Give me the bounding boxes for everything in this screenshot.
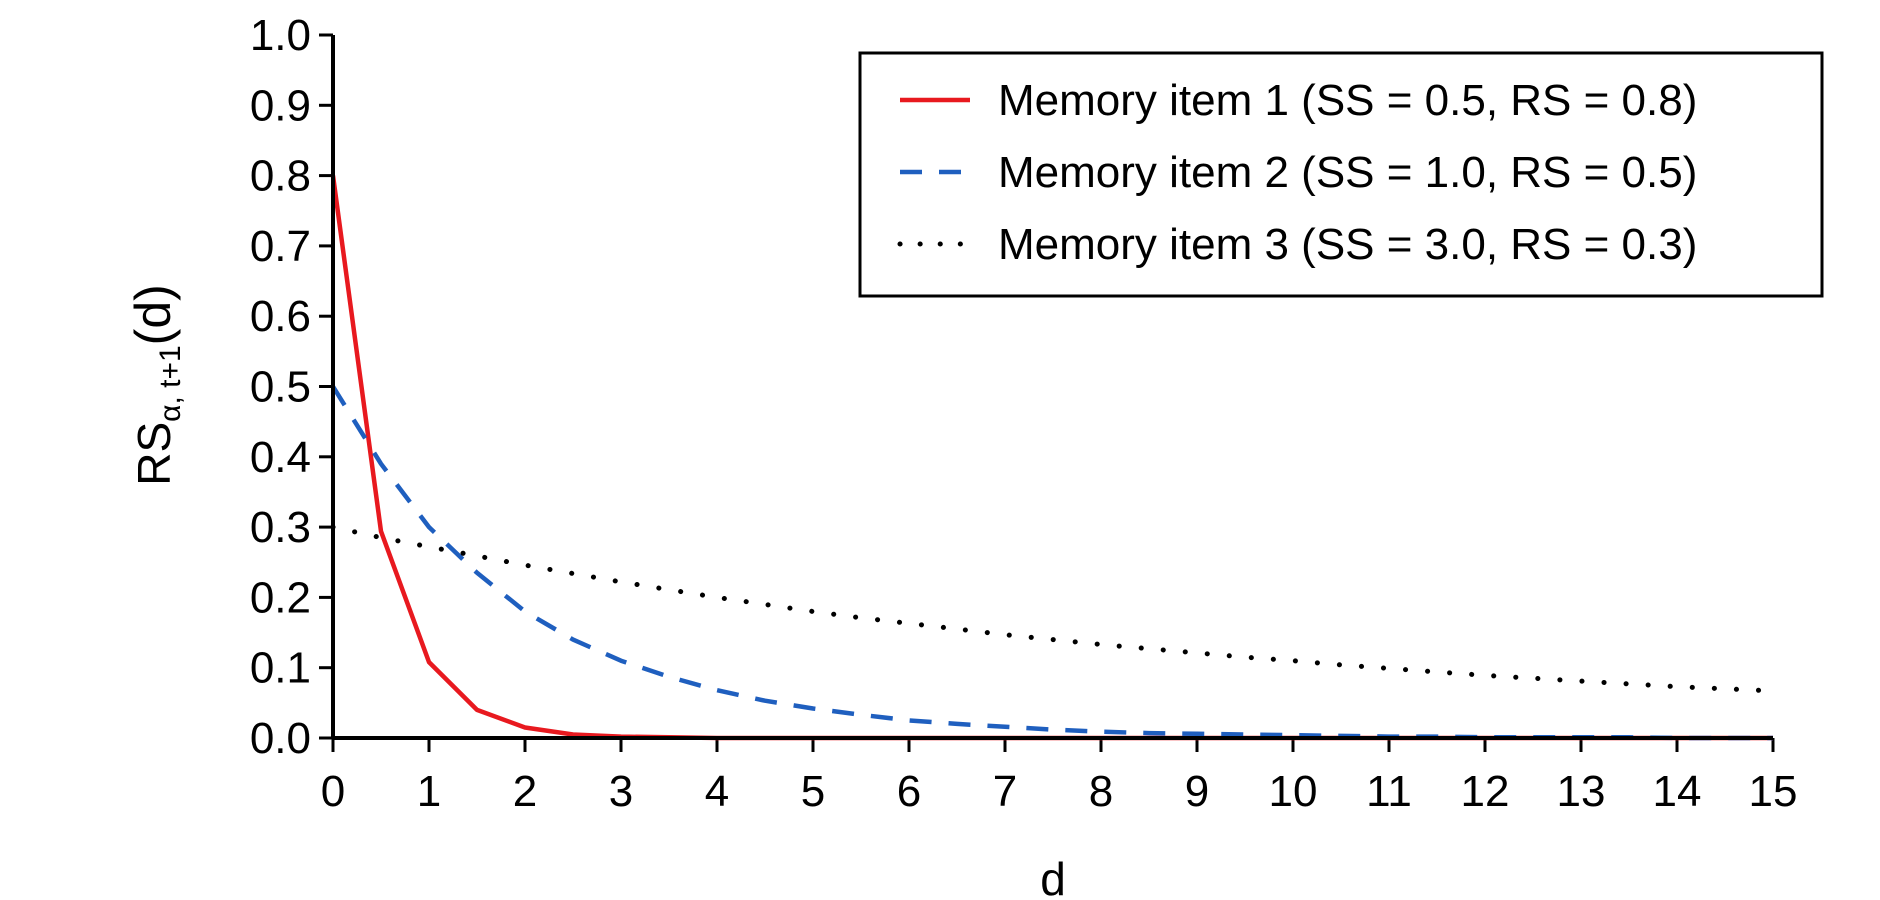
y-tick-label: 0.9 — [250, 81, 311, 130]
y-axis-label-suffix: (d) — [125, 284, 181, 345]
x-tick-label: 10 — [1269, 767, 1318, 816]
y-axis-label-subscript: α, t+1 — [154, 345, 187, 422]
y-axis-label-base: RS — [128, 422, 180, 486]
legend-label-2: Memory item 2 (SS = 1.0, RS = 0.5) — [998, 148, 1697, 197]
series-line-3 — [330, 524, 1776, 694]
x-tick-label: 4 — [705, 767, 729, 816]
x-tick-label: 0 — [321, 767, 345, 816]
x-tick-label: 3 — [609, 767, 633, 816]
y-tick-label: 0.2 — [250, 573, 311, 622]
y-tick-label: 0.0 — [250, 714, 311, 763]
x-tick-label: 5 — [801, 767, 825, 816]
x-tick-label: 6 — [897, 767, 921, 816]
svg-text:RSα, t+1(d): RSα, t+1(d) — [125, 284, 187, 486]
y-tick-label: 0.6 — [250, 292, 311, 341]
y-tick-label: 0.3 — [250, 503, 311, 552]
x-tick-label: 14 — [1653, 767, 1702, 816]
legend: Memory item 1 (SS = 0.5, RS = 0.8) Memory… — [858, 51, 1824, 298]
x-tick-label: 8 — [1089, 767, 1113, 816]
x-tick-label: 7 — [993, 767, 1017, 816]
ticks-layer: 0.00.10.20.30.40.50.60.70.80.91.00 1 2 3 4 5 6… — [250, 11, 1798, 816]
y-tick-label: 0.4 — [250, 433, 311, 482]
y-tick-label: 0.5 — [250, 363, 311, 412]
x-tick-label: 12 — [1461, 767, 1510, 816]
series-line-2 — [331, 385, 1773, 741]
x-tick-label: 15 — [1749, 767, 1798, 816]
x-tick-label: 9 — [1185, 767, 1209, 816]
legend-box — [858, 51, 1824, 298]
y-tick-label: 0.8 — [250, 152, 311, 201]
x-tick-label: 11 — [1366, 767, 1412, 816]
y-tick-label: 0.1 — [250, 644, 311, 693]
y-axis-label: RSα, t+1(d) — [125, 284, 187, 486]
y-tick-label: 0.7 — [250, 222, 311, 271]
y-tick-label: 1.0 — [250, 11, 311, 60]
x-tick-label: 1 — [417, 767, 441, 816]
legend-label-3: Memory item 3 (SS = 3.0, RS = 0.3) — [998, 220, 1697, 269]
legend-entries: Memory item 1 (SS = 0.5, RS = 0.8) Memory… — [897, 76, 1697, 269]
legend-label-1: Memory item 1 (SS = 0.5, RS = 0.8) — [998, 76, 1697, 125]
axes-layer — [331, 35, 1773, 740]
x-axis-label: d — [1040, 853, 1066, 900]
x-tick-label: 13 — [1557, 767, 1606, 816]
x-tick-label: 2 — [513, 767, 537, 816]
